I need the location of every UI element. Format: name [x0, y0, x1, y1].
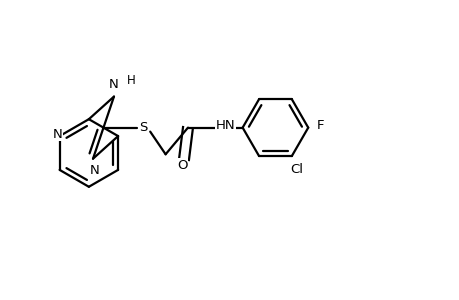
Text: S: S — [139, 121, 147, 134]
Text: HN: HN — [215, 119, 235, 132]
Text: N: N — [53, 128, 62, 141]
Text: N: N — [90, 164, 100, 177]
Text: N: N — [109, 78, 118, 91]
Text: Cl: Cl — [290, 164, 302, 176]
Text: O: O — [176, 159, 187, 172]
Text: H: H — [127, 74, 135, 87]
Text: F: F — [316, 119, 323, 132]
